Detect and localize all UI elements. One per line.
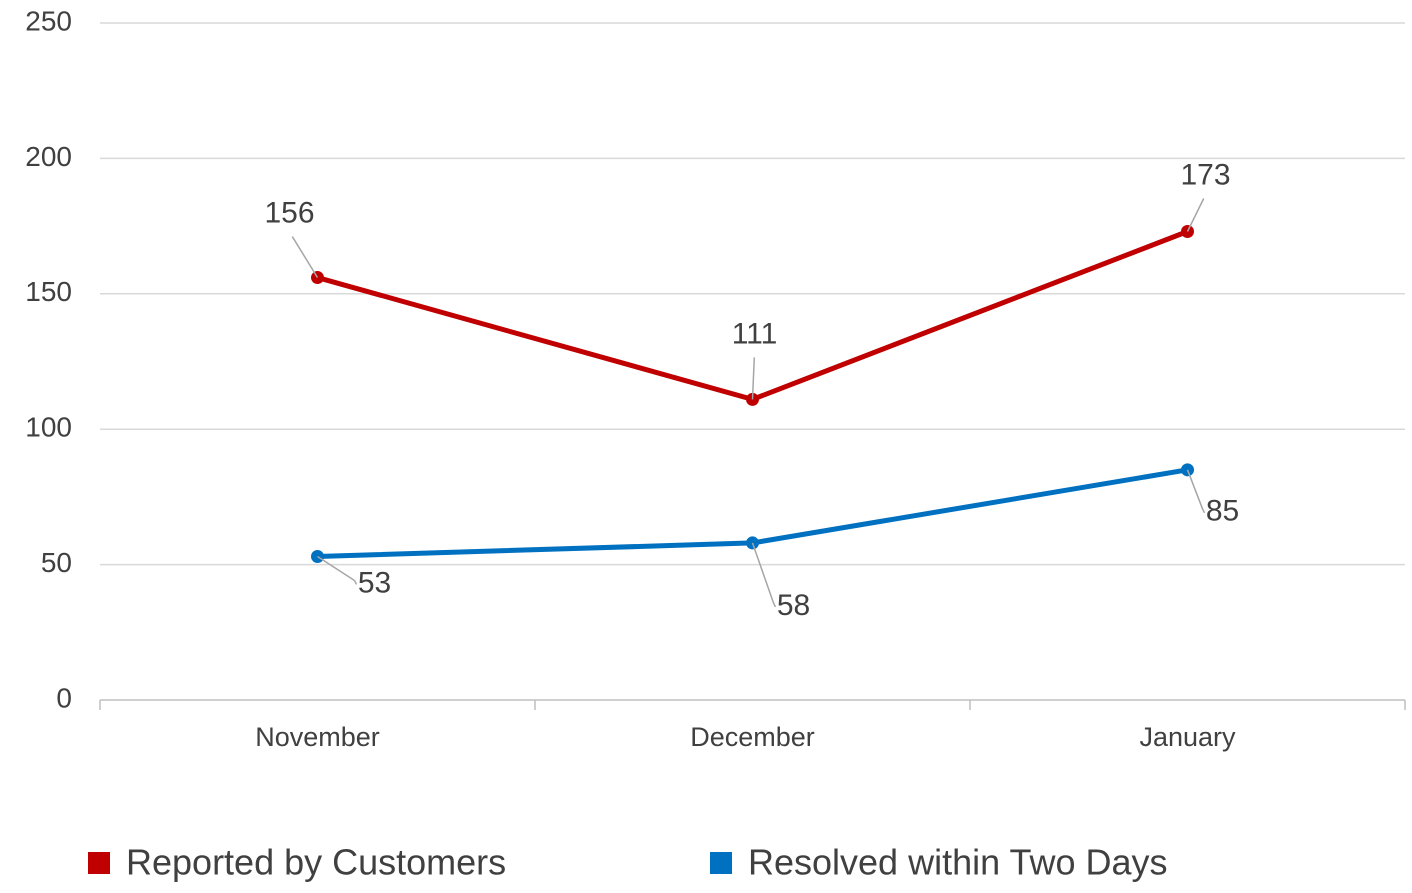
y-tick-label: 0: [56, 682, 72, 713]
x-tick-label: November: [255, 722, 380, 752]
leader-line: [1186, 469, 1206, 514]
y-tick-label: 50: [41, 547, 72, 578]
legend-label: Resolved within Two Days: [748, 842, 1168, 883]
data-label: 53: [358, 566, 391, 599]
leader-line: [751, 542, 777, 608]
y-tick-label: 150: [25, 276, 72, 307]
y-tick-label: 100: [25, 412, 72, 443]
series-line: [316, 229, 1189, 403]
legend-label: Reported by Customers: [126, 842, 506, 883]
leader-line: [291, 236, 319, 278]
leader-line: [1186, 198, 1205, 232]
y-tick-label: 250: [25, 5, 72, 36]
data-label: 58: [777, 589, 810, 622]
x-tick-label: December: [690, 722, 815, 752]
leader-line: [317, 555, 358, 585]
data-label: 85: [1206, 495, 1239, 528]
data-label: 173: [1180, 158, 1230, 191]
x-tick-label: January: [1139, 722, 1236, 752]
data-label: 156: [264, 196, 314, 229]
leader-line: [751, 357, 756, 400]
y-tick-label: 200: [25, 141, 72, 172]
legend-swatch: [88, 852, 110, 874]
data-label: 111: [732, 317, 778, 350]
legend-swatch: [710, 852, 732, 874]
